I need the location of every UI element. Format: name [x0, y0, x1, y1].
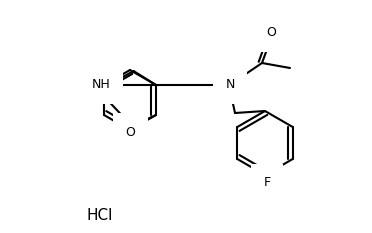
Text: NH: NH	[92, 79, 111, 92]
Text: HCl: HCl	[87, 208, 113, 223]
Text: F: F	[263, 177, 270, 189]
Text: O: O	[125, 126, 135, 139]
Text: O: O	[266, 27, 276, 40]
Text: N: N	[225, 79, 235, 92]
